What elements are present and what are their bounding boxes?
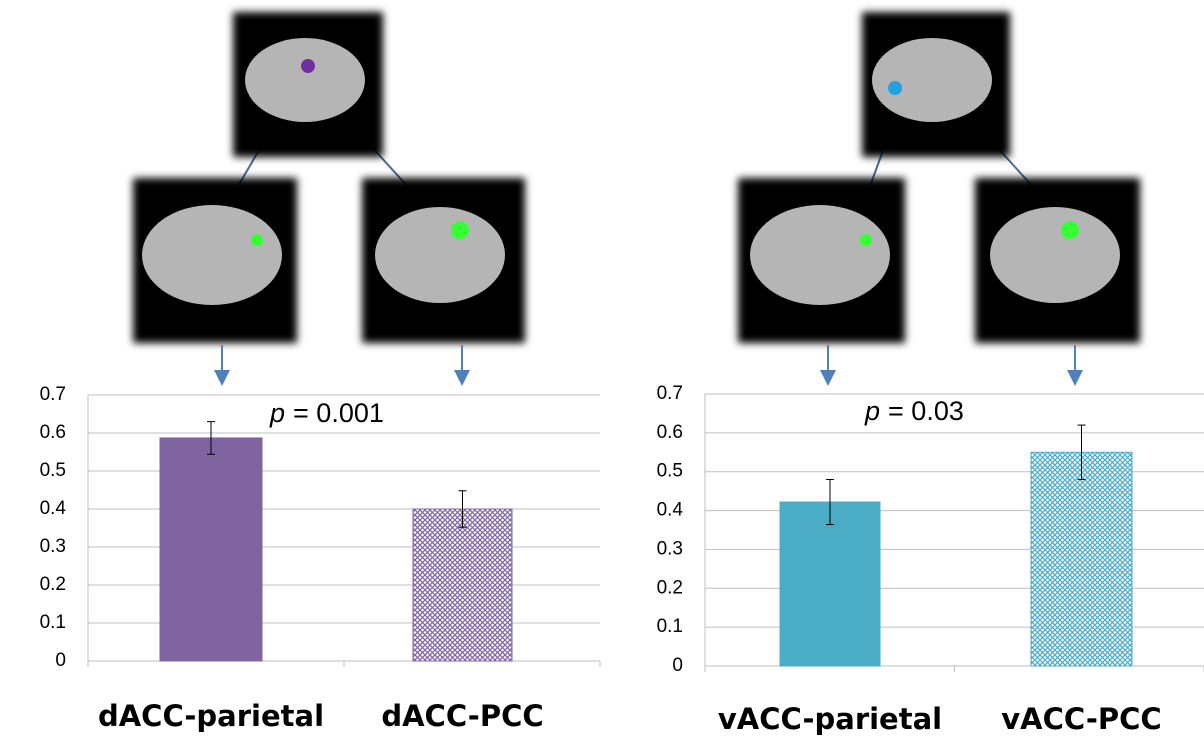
bar-chart: 0 0.1 0.2 0.3 0.4 0.5 0.6 0.7 vACC-parietal vACC-… — [657, 383, 1204, 736]
annotation: p = 0.001 — [269, 398, 384, 428]
annotation-var: p — [269, 398, 285, 428]
category-label: vACC-PCC — [1001, 702, 1161, 736]
figure: 0 0.1 0.2 0.3 0.4 0.5 0.6 0.7 dACC-parietal dACC-… — [0, 0, 1204, 745]
y-tick-label: 0.1 — [657, 616, 683, 637]
y-tick-label: 0.7 — [657, 383, 683, 404]
y-tick-label: 0 — [672, 655, 683, 676]
y-tick-label: 0 — [55, 650, 66, 671]
y-tick-label: 0.6 — [40, 422, 66, 443]
bar — [160, 438, 262, 661]
category-label: dACC-PCC — [381, 699, 543, 733]
brain-panel-right — [738, 12, 1140, 378]
y-tick-label: 0.1 — [40, 612, 66, 633]
annotation-value: = 0.001 — [293, 398, 384, 428]
y-tick-label: 0.5 — [657, 461, 683, 482]
brain-panel-left — [133, 12, 525, 378]
bar-chart: 0 0.1 0.2 0.3 0.4 0.5 0.6 0.7 dACC-parietal dACC-… — [40, 384, 600, 733]
y-tick-label: 0.3 — [657, 538, 683, 559]
y-tick-label: 0.4 — [657, 500, 684, 521]
bar — [780, 502, 880, 666]
y-tick-label: 0.4 — [40, 498, 67, 519]
annotation: p = 0.03 — [864, 396, 964, 426]
bar — [413, 509, 512, 661]
y-tick-label: 0.2 — [40, 574, 66, 595]
y-tick-label: 0.7 — [40, 384, 66, 405]
annotation-value: = 0.03 — [888, 396, 964, 426]
y-tick-label: 0.6 — [657, 422, 683, 443]
annotation-var: p — [864, 396, 880, 426]
bar — [1031, 452, 1132, 666]
category-label: dACC-parietal — [98, 699, 324, 733]
category-label: vACC-parietal — [718, 702, 942, 736]
y-tick-label: 0.3 — [40, 536, 66, 557]
y-tick-label: 0.2 — [657, 577, 683, 598]
y-tick-label: 0.5 — [40, 460, 66, 481]
